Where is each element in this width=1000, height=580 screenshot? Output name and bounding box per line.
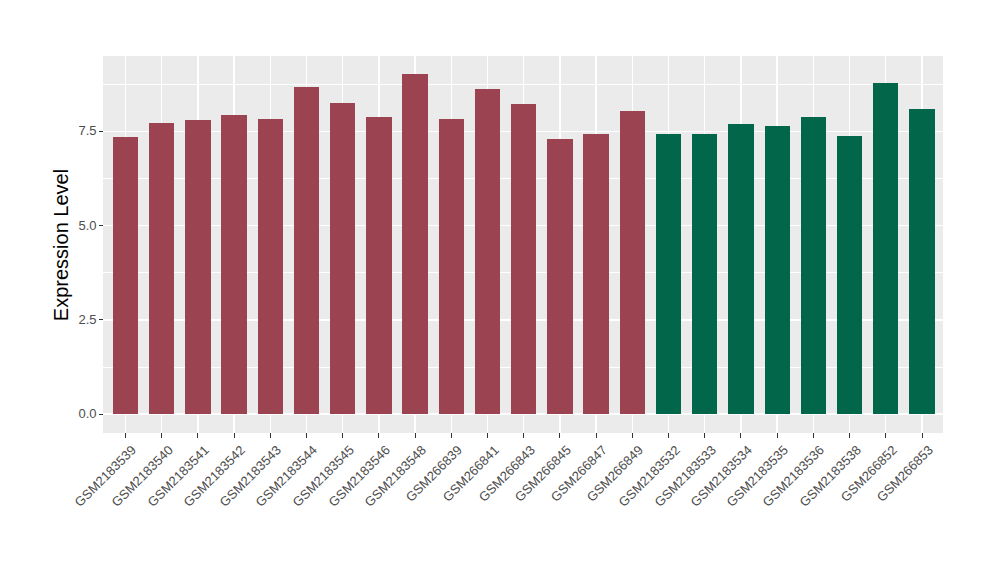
- bar-GSM266839: [439, 119, 464, 414]
- x-tick: [885, 433, 886, 438]
- bar-GSM266841: [475, 89, 500, 414]
- x-tick: [487, 433, 488, 438]
- y-tick: [99, 131, 104, 132]
- plot-panel: [103, 56, 943, 433]
- bar-GSM2183543: [258, 119, 283, 415]
- x-tick: [632, 433, 633, 438]
- y-tick-label: 7.5: [53, 122, 97, 140]
- bar-GSM266843: [511, 104, 536, 414]
- x-tick: [559, 433, 560, 438]
- x-tick: [342, 433, 343, 438]
- bar-GSM266852: [873, 83, 898, 414]
- bar-GSM2183542: [221, 115, 246, 414]
- bar-GSM2183535: [765, 126, 790, 414]
- x-tick: [451, 433, 452, 438]
- x-tick: [415, 433, 416, 438]
- bar-GSM2183533: [692, 134, 717, 414]
- bar-GSM2183544: [294, 87, 319, 414]
- x-tick: [849, 433, 850, 438]
- x-tick: [777, 433, 778, 438]
- bar-GSM2183538: [837, 136, 862, 415]
- y-tick-label: 0.0: [53, 405, 97, 423]
- x-tick: [704, 433, 705, 438]
- x-tick: [161, 433, 162, 438]
- x-tick: [668, 433, 669, 438]
- bar-GSM2183545: [330, 103, 355, 414]
- x-tick: [922, 433, 923, 438]
- x-tick: [197, 433, 198, 438]
- y-axis-title-text: Expression Level: [50, 168, 73, 320]
- bar-GSM266847: [583, 134, 608, 414]
- bar-GSM266845: [547, 139, 572, 414]
- bar-GSM2183534: [728, 124, 753, 414]
- bar-GSM2183540: [149, 123, 174, 414]
- x-tick: [378, 433, 379, 438]
- x-tick: [306, 433, 307, 438]
- bar-GSM2183532: [656, 134, 681, 414]
- x-tick: [270, 433, 271, 438]
- y-tick: [99, 225, 104, 226]
- x-tick: [125, 433, 126, 438]
- y-tick: [99, 319, 104, 320]
- x-tick: [234, 433, 235, 438]
- x-tick: [813, 433, 814, 438]
- bar-GSM2183536: [801, 117, 826, 414]
- bar-GSM266849: [620, 111, 645, 414]
- bar-GSM2183539: [113, 137, 138, 414]
- x-tick: [523, 433, 524, 438]
- bar-GSM2183548: [402, 74, 427, 414]
- x-tick: [740, 433, 741, 438]
- x-tick: [596, 433, 597, 438]
- bar-GSM2183546: [366, 117, 391, 414]
- bar-GSM266853: [909, 109, 934, 414]
- y-tick: [99, 414, 104, 415]
- bar-chart-figure: 0.02.55.07.5GSM2183539GSM2183540GSM21835…: [0, 0, 1000, 580]
- bar-GSM2183541: [185, 120, 210, 414]
